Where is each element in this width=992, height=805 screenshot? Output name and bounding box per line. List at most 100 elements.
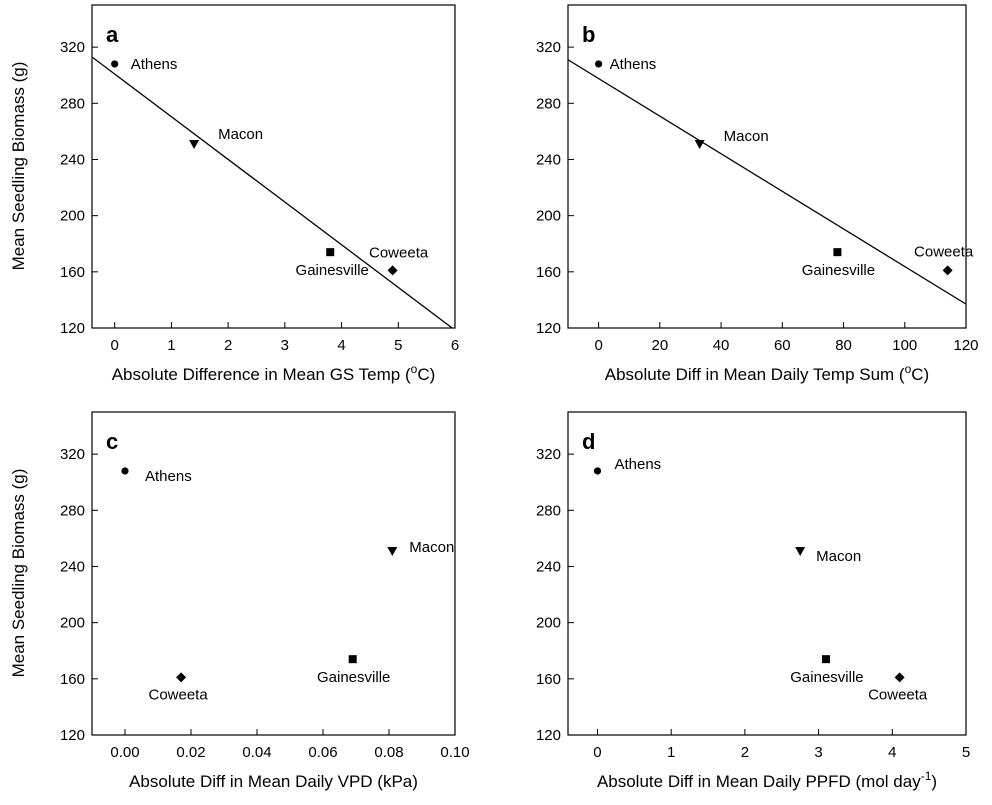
x-axis-label: Absolute Diff in Mean Daily PPFD (mol da… xyxy=(597,769,937,791)
y-tick-label: 280 xyxy=(536,95,561,112)
point-label-athens: Athens xyxy=(614,456,661,473)
point-label-athens: Athens xyxy=(131,56,178,73)
x-tick-label: 1 xyxy=(667,744,675,761)
panel-c: 120 160 200 240 280 320 0.00 0.02 0.04 0.06 0.08 0.… xyxy=(9,411,470,791)
y-tick-label: 160 xyxy=(60,671,85,688)
panel-letter: c xyxy=(106,429,118,454)
point-label-macon: Macon xyxy=(724,128,769,145)
y-tick-label: 320 xyxy=(536,446,561,463)
x-tick-label: 0.08 xyxy=(374,744,403,761)
x-tick-label: 0 xyxy=(593,744,601,761)
y-tick-label: 320 xyxy=(536,39,561,56)
y-tick-label: 280 xyxy=(60,95,85,112)
point-gainesville xyxy=(821,655,830,664)
y-tick-label: 160 xyxy=(60,264,85,281)
x-axis-label: Absolute Diff in Mean Daily VPD (kPa) xyxy=(129,772,418,791)
point-label-coweeta: Coweeta xyxy=(369,244,429,261)
y-tick-label: 120 xyxy=(536,727,561,744)
y-tick-label: 120 xyxy=(536,320,561,337)
x-tick-label: 0.06 xyxy=(308,744,337,761)
point-coweeta xyxy=(942,265,953,276)
y-axis-label: Mean Seedling Biomass (g) xyxy=(9,62,28,271)
y-tick-label: 200 xyxy=(536,208,561,225)
point-label-coweeta: Coweeta xyxy=(868,686,928,703)
x-tick-label: 0.04 xyxy=(242,744,271,761)
x-tick-label: 0.10 xyxy=(440,744,469,761)
x-tick-label: 0 xyxy=(594,337,602,354)
x-tick-label: 1 xyxy=(167,337,175,354)
point-macon xyxy=(189,140,200,150)
x-tick-label: 0.02 xyxy=(176,744,205,761)
point-label-gainesville: Gainesville xyxy=(802,262,875,279)
y-tick-label: 200 xyxy=(60,615,85,632)
point-label-athens: Athens xyxy=(145,468,192,485)
axes-frame xyxy=(567,4,967,329)
y-tick-label: 320 xyxy=(60,39,85,56)
regression-line xyxy=(92,56,453,328)
y-tick-label: 240 xyxy=(536,151,561,168)
x-tick-label: 40 xyxy=(713,337,730,354)
point-label-gainesville: Gainesville xyxy=(296,262,369,279)
panel-letter: a xyxy=(106,22,119,47)
point-gainesville xyxy=(348,655,357,664)
y-tick-label: 160 xyxy=(536,671,561,688)
x-tick-label: 5 xyxy=(394,337,402,354)
x-tick-label: 120 xyxy=(953,337,978,354)
point-label-athens: Athens xyxy=(610,56,657,73)
point-gainesville xyxy=(326,248,335,257)
y-tick-label: 200 xyxy=(536,615,561,632)
point-coweeta xyxy=(387,265,398,276)
y-tick-label: 120 xyxy=(60,320,85,337)
y-tick-label: 120 xyxy=(60,727,85,744)
point-macon xyxy=(795,547,806,557)
x-tick-label: 20 xyxy=(652,337,669,354)
panel-letter: b xyxy=(582,22,595,47)
x-tick-label: 6 xyxy=(451,337,459,354)
y-tick-label: 280 xyxy=(60,502,85,519)
point-macon xyxy=(694,140,705,150)
x-tick-label: 4 xyxy=(337,337,345,354)
panel-b: 120 160 200 240 280 320 0 20 40 60 80 100 120 Athens M… xyxy=(536,4,979,384)
point-label-coweeta: Coweeta xyxy=(914,243,974,260)
x-tick-label: 80 xyxy=(835,337,852,354)
point-athens xyxy=(593,467,602,475)
point-label-gainesville: Gainesville xyxy=(790,669,863,686)
x-tick-label: 3 xyxy=(281,337,289,354)
y-tick-label: 240 xyxy=(60,151,85,168)
point-gainesville xyxy=(833,248,842,257)
x-axis-label: Absolute Difference in Mean GS Temp (oC) xyxy=(112,362,436,384)
y-tick-label: 320 xyxy=(60,446,85,463)
x-tick-label: 100 xyxy=(892,337,917,354)
axes-frame xyxy=(91,411,456,736)
y-tick-label: 200 xyxy=(60,208,85,225)
y-tick-label: 280 xyxy=(536,502,561,519)
x-tick-label: 60 xyxy=(774,337,791,354)
panel-letter: d xyxy=(582,429,595,454)
axes-frame xyxy=(567,411,967,736)
y-tick-label: 240 xyxy=(536,558,561,575)
point-label-macon: Macon xyxy=(816,548,861,565)
point-athens xyxy=(121,467,129,475)
x-tick-label: 0.00 xyxy=(110,744,139,761)
point-athens xyxy=(595,60,603,68)
y-tick-label: 160 xyxy=(536,264,561,281)
panel-a: 120 160 200 240 280 320 0 1 2 3 4 5 6 Athens Macon Gain… xyxy=(9,4,459,384)
x-tick-label: 2 xyxy=(741,744,749,761)
x-tick-label: 3 xyxy=(814,744,822,761)
point-macon xyxy=(387,547,398,557)
axes-frame xyxy=(91,4,456,329)
point-label-gainesville: Gainesville xyxy=(317,669,390,686)
y-axis-label: Mean Seedling Biomass (g) xyxy=(9,469,28,678)
point-label-macon: Macon xyxy=(218,126,263,143)
point-athens xyxy=(111,60,119,68)
point-coweeta xyxy=(894,672,905,683)
x-tick-label: 4 xyxy=(888,744,896,761)
x-tick-label: 5 xyxy=(962,744,970,761)
x-axis-label: Absolute Diff in Mean Daily Temp Sum (oC… xyxy=(605,362,929,384)
x-tick-label: 2 xyxy=(224,337,232,354)
point-label-macon: Macon xyxy=(409,539,454,556)
point-label-coweeta: Coweeta xyxy=(148,686,208,703)
y-tick-label: 240 xyxy=(60,558,85,575)
regression-line xyxy=(568,59,966,305)
